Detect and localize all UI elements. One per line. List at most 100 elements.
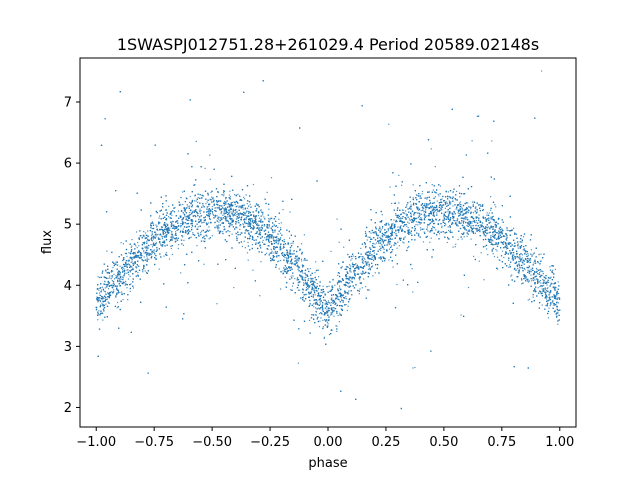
data-point bbox=[125, 263, 127, 266]
data-point bbox=[244, 247, 246, 249]
data-point bbox=[283, 253, 285, 255]
data-point bbox=[489, 228, 491, 230]
data-point bbox=[169, 229, 171, 232]
data-point bbox=[531, 280, 533, 282]
data-point bbox=[182, 244, 184, 246]
data-point bbox=[360, 247, 362, 249]
data-point bbox=[365, 252, 367, 254]
data-point bbox=[493, 219, 495, 221]
data-point bbox=[522, 249, 524, 251]
data-point bbox=[209, 209, 211, 211]
data-point bbox=[224, 212, 226, 214]
data-point bbox=[396, 229, 399, 231]
data-point bbox=[501, 236, 503, 238]
data-point bbox=[153, 244, 155, 246]
data-point bbox=[302, 266, 304, 268]
data-point bbox=[557, 292, 559, 294]
data-point bbox=[223, 190, 225, 192]
data-point bbox=[364, 258, 366, 260]
data-point bbox=[200, 230, 203, 232]
data-point bbox=[410, 219, 412, 221]
data-point bbox=[339, 285, 341, 287]
data-point bbox=[107, 301, 109, 303]
data-point bbox=[122, 243, 124, 245]
data-point bbox=[128, 252, 130, 254]
data-point bbox=[216, 226, 218, 228]
data-point bbox=[122, 268, 124, 270]
data-point bbox=[532, 253, 534, 255]
data-point bbox=[218, 206, 220, 209]
data-point bbox=[398, 231, 400, 233]
data-point bbox=[136, 267, 138, 269]
data-point bbox=[438, 220, 440, 222]
data-point bbox=[225, 220, 227, 222]
data-point bbox=[423, 228, 425, 230]
data-point bbox=[475, 217, 477, 219]
data-point bbox=[434, 222, 436, 224]
data-point bbox=[131, 256, 133, 259]
data-point bbox=[338, 299, 340, 301]
data-point bbox=[238, 213, 240, 215]
data-point bbox=[395, 213, 397, 215]
data-point bbox=[505, 251, 507, 253]
data-point bbox=[444, 207, 446, 209]
data-point bbox=[406, 225, 408, 227]
data-point bbox=[283, 239, 285, 241]
data-point bbox=[150, 227, 152, 229]
data-point bbox=[97, 312, 99, 314]
data-point bbox=[509, 264, 511, 266]
data-point bbox=[289, 251, 291, 254]
data-point bbox=[340, 297, 342, 299]
data-point bbox=[286, 250, 288, 252]
data-point bbox=[539, 280, 542, 282]
data-point bbox=[436, 200, 438, 202]
data-point bbox=[129, 271, 131, 273]
data-point bbox=[369, 236, 371, 238]
data-point bbox=[407, 229, 409, 231]
data-point bbox=[115, 295, 117, 297]
data-point bbox=[435, 218, 437, 220]
data-point bbox=[117, 301, 119, 304]
data-point bbox=[395, 229, 397, 231]
data-point bbox=[222, 207, 224, 209]
data-point bbox=[145, 251, 147, 253]
data-point bbox=[247, 259, 249, 261]
data-point bbox=[497, 233, 499, 235]
data-point bbox=[136, 247, 138, 249]
data-point bbox=[224, 207, 226, 209]
data-point bbox=[471, 216, 473, 218]
data-point bbox=[428, 213, 430, 215]
data-point bbox=[270, 177, 273, 179]
data-point bbox=[541, 285, 543, 287]
data-point bbox=[434, 166, 436, 168]
data-point bbox=[188, 219, 190, 221]
data-point bbox=[208, 226, 210, 228]
data-point bbox=[127, 278, 130, 280]
data-point bbox=[463, 217, 465, 219]
data-point bbox=[153, 249, 155, 251]
data-point bbox=[507, 229, 509, 232]
data-point bbox=[402, 212, 404, 214]
data-point bbox=[550, 283, 552, 286]
data-point bbox=[478, 260, 480, 262]
data-point bbox=[242, 208, 244, 210]
data-point bbox=[362, 262, 364, 264]
data-point bbox=[483, 279, 485, 281]
data-point bbox=[410, 205, 412, 208]
data-point bbox=[183, 239, 185, 241]
data-point bbox=[388, 259, 390, 261]
data-point bbox=[301, 243, 303, 245]
data-point bbox=[322, 291, 324, 293]
data-point bbox=[320, 291, 322, 293]
data-point bbox=[421, 190, 424, 192]
data-point bbox=[396, 221, 398, 223]
data-point bbox=[259, 295, 261, 297]
data-point bbox=[387, 222, 389, 224]
data-point bbox=[151, 221, 153, 223]
data-point bbox=[469, 220, 471, 222]
data-point bbox=[513, 254, 515, 256]
data-point bbox=[506, 239, 508, 241]
data-point bbox=[434, 196, 436, 198]
data-point bbox=[441, 226, 443, 228]
data-point bbox=[323, 336, 325, 338]
